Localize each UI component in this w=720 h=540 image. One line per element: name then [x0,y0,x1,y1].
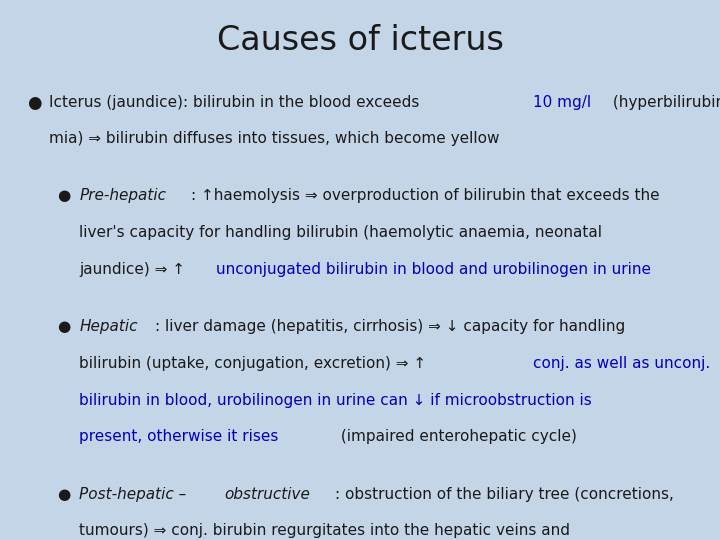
Text: Hepatic: Hepatic [79,319,138,334]
Text: jaundice) ⇒ ↑: jaundice) ⇒ ↑ [79,262,185,277]
Text: mia) ⇒ bilirubin diffuses into tissues, which become yellow: mia) ⇒ bilirubin diffuses into tissues, … [49,131,500,146]
Text: Pre-hepatic: Pre-hepatic [79,188,166,204]
Text: liver's capacity for handling bilirubin (haemolytic anaemia, neonatal: liver's capacity for handling bilirubin … [79,225,602,240]
Text: conj. as well as unconj.: conj. as well as unconj. [534,356,711,371]
Text: 10 mg/l: 10 mg/l [533,94,591,110]
Text: (hyperbilirubine-: (hyperbilirubine- [608,94,720,110]
Text: ●: ● [58,319,71,334]
Text: : liver damage (hepatitis, cirrhosis) ⇒ ↓ capacity for handling: : liver damage (hepatitis, cirrhosis) ⇒ … [155,319,625,334]
Text: Icterus (jaundice): bilirubin in the blood exceeds: Icterus (jaundice): bilirubin in the blo… [49,94,424,110]
Text: bilirubin in blood, urobilinogen in urine can ↓ if microobstruction is: bilirubin in blood, urobilinogen in urin… [79,393,592,408]
Text: bilirubin (uptake, conjugation, excretion) ⇒ ↑: bilirubin (uptake, conjugation, excretio… [79,356,431,371]
Text: ●: ● [58,487,71,502]
Text: Causes of icterus: Causes of icterus [217,24,503,57]
Text: : obstruction of the biliary tree (concretions,: : obstruction of the biliary tree (concr… [335,487,673,502]
Text: ●: ● [27,94,42,112]
Text: Post-hepatic –: Post-hepatic – [79,487,192,502]
Text: unconjugated bilirubin in blood and urobilinogen in urine: unconjugated bilirubin in blood and urob… [216,262,651,277]
Text: tumours) ⇒ conj. birubin regurgitates into the hepatic veins and: tumours) ⇒ conj. birubin regurgitates in… [79,523,570,538]
Text: (impaired enterohepatic cycle): (impaired enterohepatic cycle) [336,429,577,444]
Text: ●: ● [58,188,71,204]
Text: : ↑haemolysis ⇒ overproduction of bilirubin that exceeds the: : ↑haemolysis ⇒ overproduction of biliru… [192,188,660,204]
Text: obstructive: obstructive [224,487,310,502]
Text: present, otherwise it rises: present, otherwise it rises [79,429,279,444]
